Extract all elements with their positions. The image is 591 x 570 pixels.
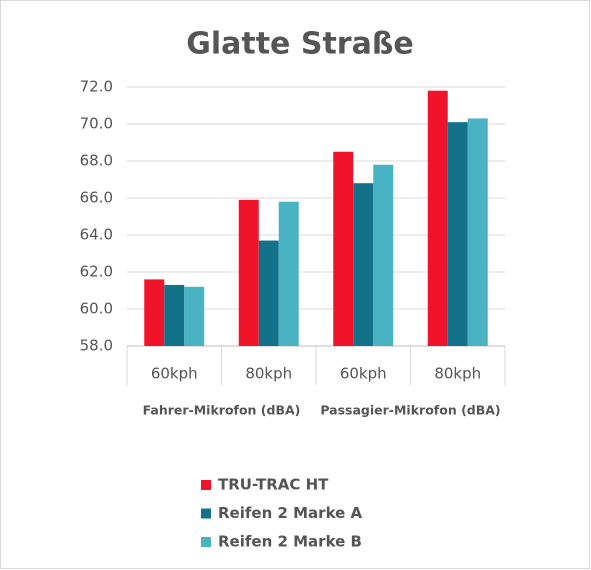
y-tick-label: 72.0 <box>80 78 113 96</box>
bar <box>353 183 374 346</box>
y-tick-label: 70.0 <box>80 115 113 133</box>
y-tick-label: 66.0 <box>80 189 113 207</box>
legend-swatch <box>201 537 211 547</box>
bar <box>258 240 279 346</box>
bar <box>447 122 468 347</box>
y-tick-label: 60.0 <box>80 300 113 318</box>
x-tick-label: 80kph <box>434 365 481 383</box>
bar <box>238 199 259 346</box>
group-label: Passagier-Mikrofon (dBA) <box>320 403 500 418</box>
y-tick-label: 64.0 <box>80 226 113 244</box>
bar <box>144 279 165 346</box>
bar <box>278 201 299 346</box>
x-tick-label: 60kph <box>151 365 198 383</box>
bar <box>373 164 394 346</box>
legend-swatch <box>201 480 211 490</box>
legend-swatch <box>201 508 211 519</box>
x-tick-label: 60kph <box>340 365 387 383</box>
bar <box>164 284 185 346</box>
legend-label: Reifen 2 Marke B <box>218 533 362 551</box>
y-tick-label: 68.0 <box>80 152 113 170</box>
y-tick-label: 62.0 <box>80 263 113 281</box>
bar <box>427 90 448 346</box>
legend-label: TRU-TRAC HT <box>218 476 329 494</box>
chart-title: Glatte Straße <box>186 27 414 62</box>
bar <box>467 118 488 346</box>
bar <box>184 286 205 346</box>
bar <box>333 151 354 346</box>
x-tick-label: 80kph <box>245 365 292 383</box>
y-tick-label: 58.0 <box>80 337 113 355</box>
legend-label: Reifen 2 Marke A <box>218 504 363 522</box>
group-label: Fahrer-Mikrofon (dBA) <box>143 403 301 418</box>
